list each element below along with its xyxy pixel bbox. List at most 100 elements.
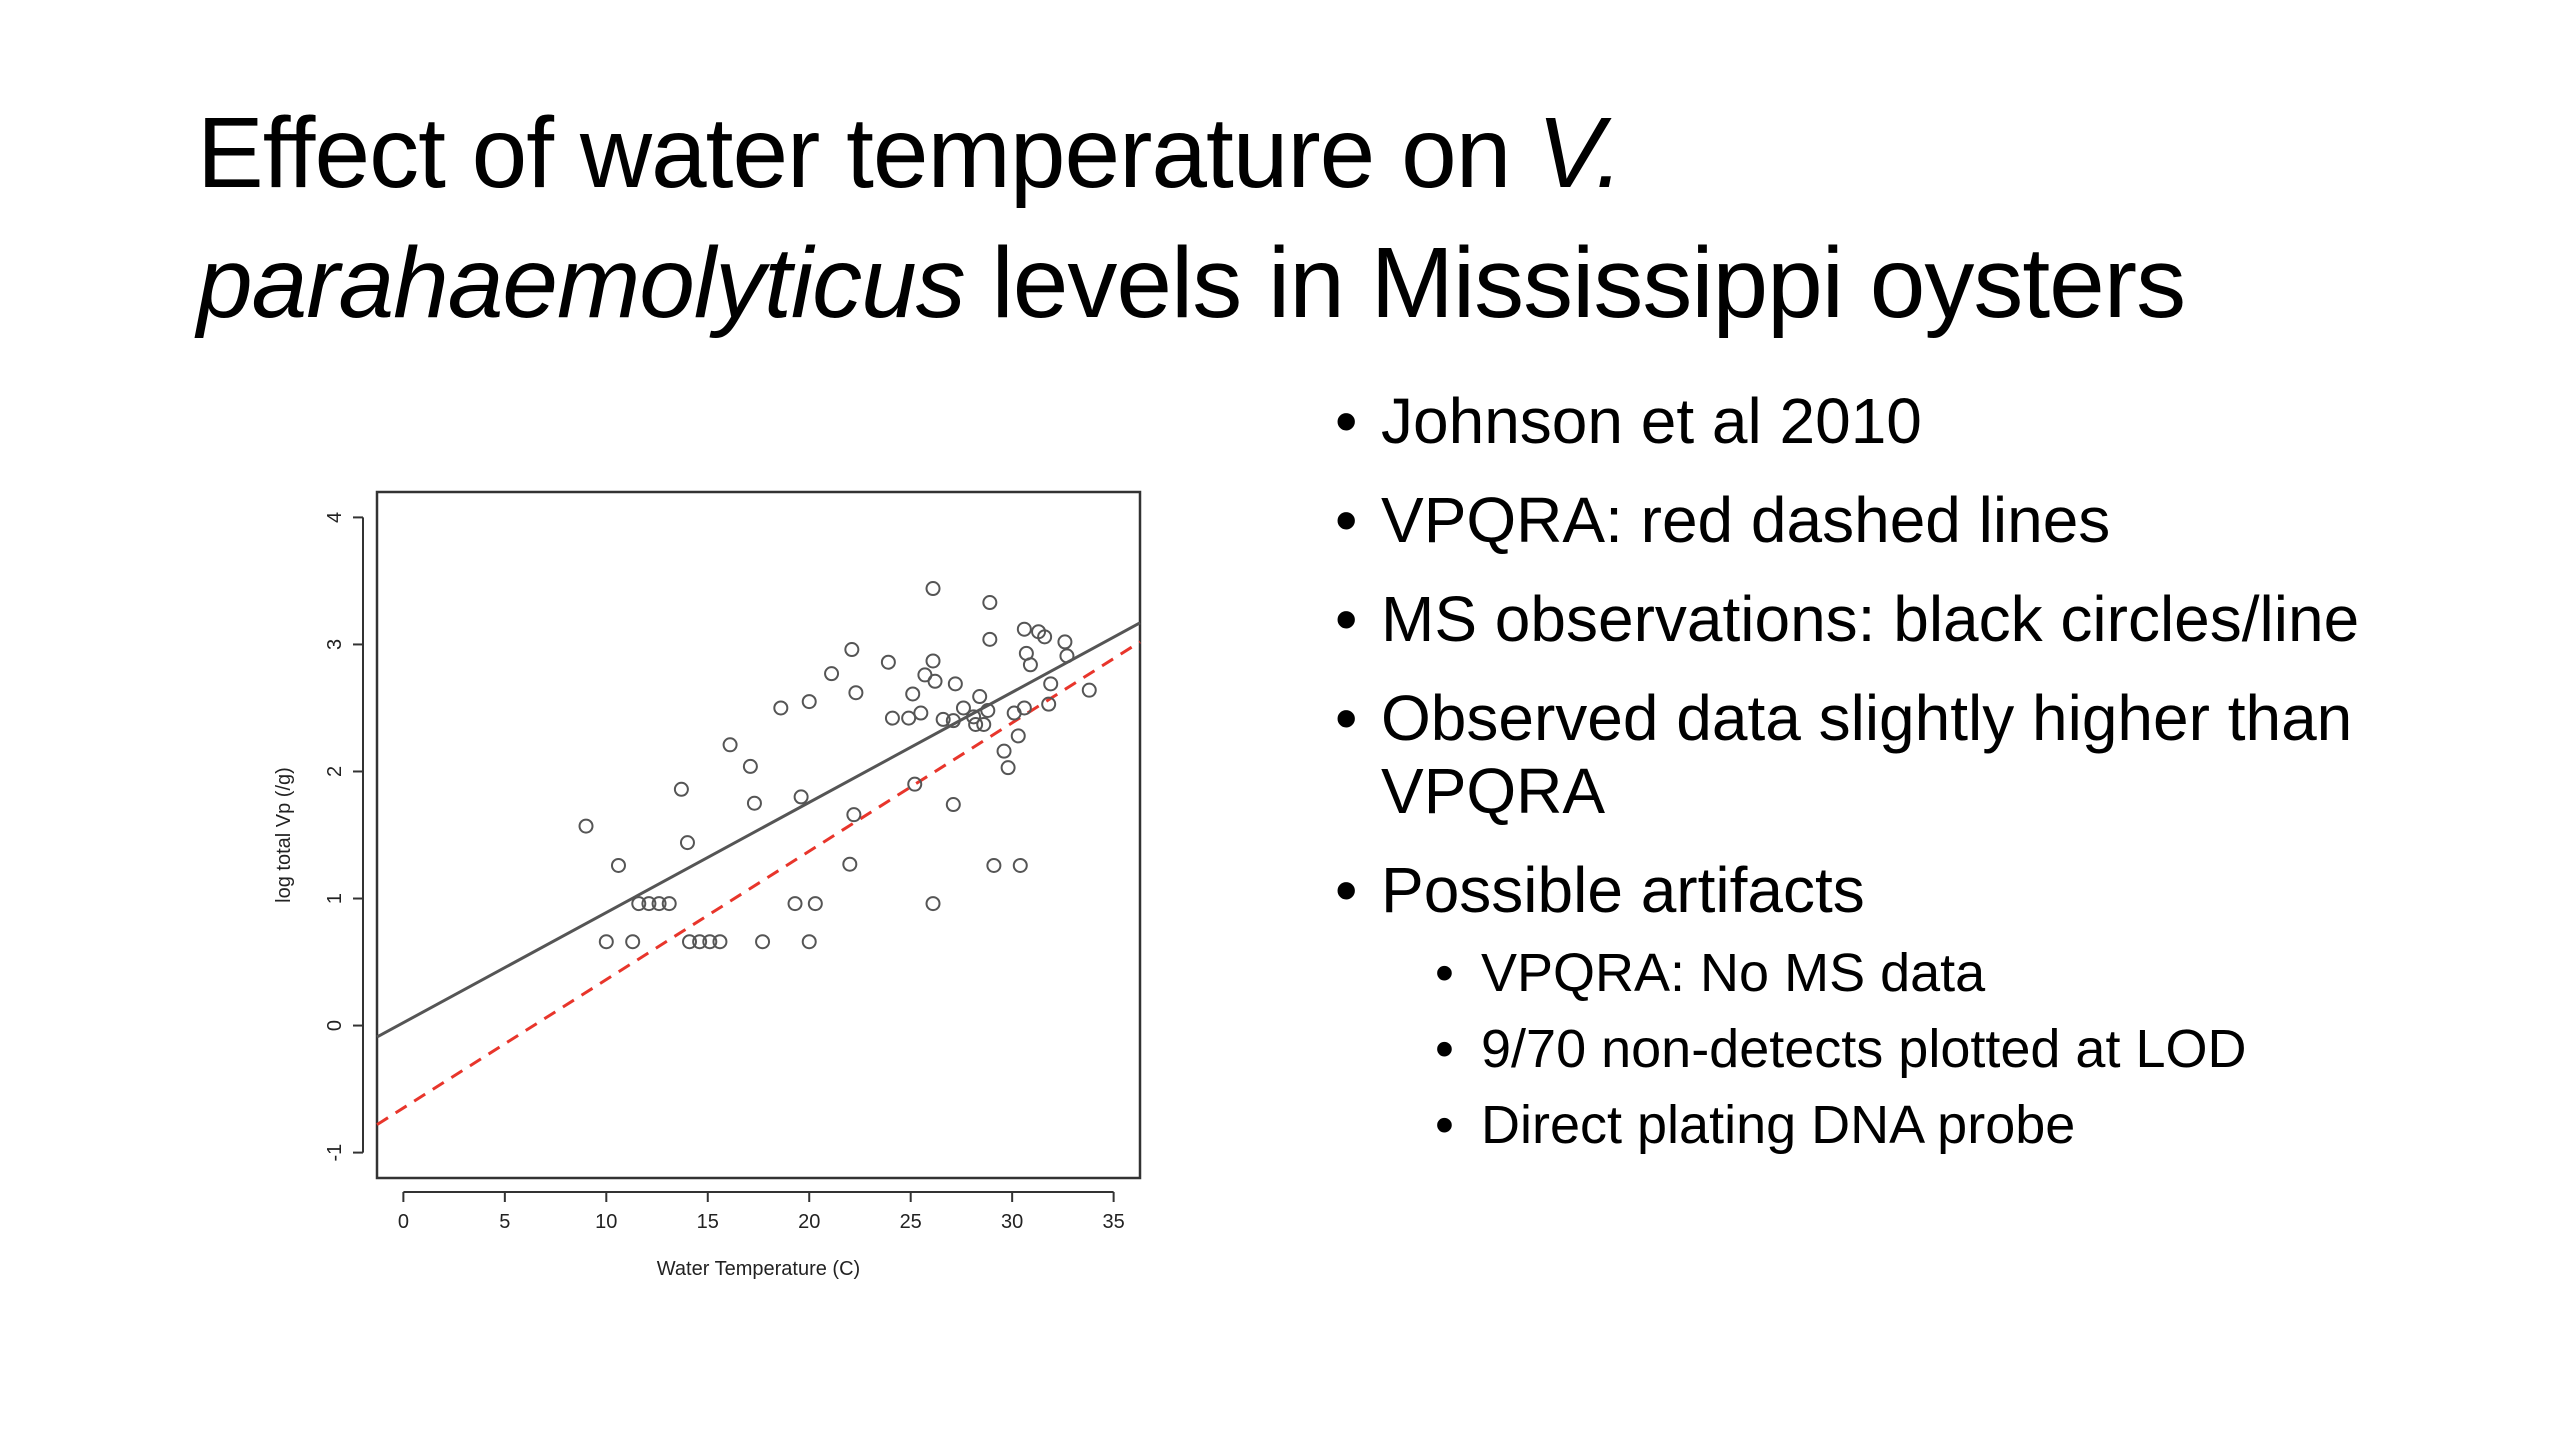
x-tick-label: 10 bbox=[595, 1211, 617, 1233]
data-point bbox=[1059, 648, 1075, 664]
data-point bbox=[844, 642, 860, 658]
data-point bbox=[980, 703, 996, 719]
data-point bbox=[925, 896, 941, 912]
x-axis: 0 5 10 15 20 25 30 35 bbox=[398, 1191, 1125, 1233]
data-point bbox=[578, 818, 594, 834]
data-point bbox=[1022, 657, 1038, 673]
vpqra-dashed-line bbox=[376, 640, 1141, 1126]
data-point bbox=[793, 789, 809, 805]
data-point bbox=[945, 713, 961, 729]
x-tick-label: 0 bbox=[398, 1211, 409, 1233]
data-point bbox=[1000, 760, 1016, 776]
title-italic-species: parahaemolyticus bbox=[197, 227, 966, 339]
bullet-item: Johnson et al 2010 bbox=[1335, 385, 2535, 458]
data-point bbox=[801, 694, 817, 710]
data-point bbox=[610, 857, 626, 873]
data-point bbox=[905, 686, 921, 702]
bullet-item: MS observations: black circles/line bbox=[1335, 583, 2535, 656]
plot-frame bbox=[375, 490, 1142, 1180]
data-point bbox=[682, 934, 698, 950]
data-point bbox=[673, 781, 689, 797]
data-point bbox=[925, 581, 941, 597]
title-text-2: levels in Mississippi oysters bbox=[964, 227, 2187, 339]
data-point bbox=[907, 776, 923, 792]
title-italic-genus: V. bbox=[1537, 97, 1623, 209]
data-point bbox=[773, 700, 789, 716]
data-point bbox=[925, 653, 941, 669]
data-point bbox=[955, 700, 971, 716]
data-point bbox=[986, 857, 1002, 873]
x-tick-label: 25 bbox=[900, 1211, 922, 1233]
data-point bbox=[880, 654, 896, 670]
data-point bbox=[982, 595, 998, 611]
x-tick-label: 5 bbox=[499, 1211, 510, 1233]
data-point bbox=[927, 673, 943, 689]
sub-bullet-item: Direct plating DNA probe bbox=[1435, 1087, 2535, 1163]
data-point bbox=[972, 689, 988, 705]
bullet-list: Johnson et al 2010 VPQRA: red dashed lin… bbox=[1335, 385, 2535, 1189]
bullet-item: VPQRA: red dashed lines bbox=[1335, 484, 2535, 557]
data-point bbox=[755, 934, 771, 950]
data-point bbox=[712, 934, 728, 950]
data-point bbox=[848, 685, 864, 701]
x-tick-label: 20 bbox=[798, 1211, 820, 1233]
y-tick-label: 0 bbox=[324, 1020, 346, 1031]
scatter-points bbox=[578, 581, 1097, 950]
title-line-2: parahaemolyticus levels in Mississippi o… bbox=[197, 227, 2187, 339]
data-point bbox=[913, 705, 929, 721]
x-tick-label: 35 bbox=[1102, 1211, 1124, 1233]
sub-bullet-item: 9/70 non-detects plotted at LOD bbox=[1435, 1011, 2535, 1087]
data-point bbox=[1016, 621, 1032, 637]
data-point bbox=[641, 896, 657, 912]
data-point bbox=[692, 934, 708, 950]
y-tick-label: 3 bbox=[324, 639, 346, 650]
data-point bbox=[1043, 676, 1059, 692]
data-point bbox=[976, 716, 992, 732]
data-point bbox=[722, 737, 738, 753]
data-point bbox=[702, 934, 718, 950]
bullet-item: Observed data slightly higher than VPQRA bbox=[1335, 682, 2535, 828]
data-point bbox=[661, 896, 677, 912]
plot-lines bbox=[376, 621, 1141, 1126]
data-point bbox=[824, 666, 840, 682]
data-point bbox=[901, 710, 917, 726]
chart-svg: 0 5 10 15 20 25 30 35 -1 0 1 2 3 4 Water Temperature… bbox=[273, 490, 1142, 1280]
sub-bullet-item: VPQRA: No MS data bbox=[1435, 935, 2535, 1011]
data-point bbox=[1037, 629, 1053, 645]
data-point bbox=[598, 934, 614, 950]
data-point bbox=[966, 709, 982, 725]
data-point bbox=[947, 676, 963, 692]
data-point bbox=[982, 631, 998, 647]
data-point bbox=[742, 758, 758, 774]
scatter-plot: 0 5 10 15 20 25 30 35 -1 0 1 2 3 4 Water Temperature… bbox=[250, 470, 1180, 1300]
title-line-1: Effect of water temperature on V. bbox=[197, 97, 1623, 209]
x-axis-label: Water Temperature (C) bbox=[657, 1258, 860, 1280]
data-point bbox=[787, 896, 803, 912]
sub-bullet-list: VPQRA: No MS data 9/70 non-detects plott… bbox=[1435, 935, 2535, 1163]
y-axis: -1 0 1 2 3 4 bbox=[324, 512, 364, 1162]
x-tick-label: 15 bbox=[697, 1211, 719, 1233]
y-tick-label: 2 bbox=[324, 766, 346, 777]
y-tick-label: -1 bbox=[324, 1144, 346, 1162]
x-tick-label: 30 bbox=[1001, 1211, 1023, 1233]
data-point bbox=[1041, 696, 1057, 712]
data-point bbox=[651, 896, 667, 912]
data-point bbox=[631, 896, 647, 912]
bullet-item: Possible artifacts bbox=[1381, 854, 1865, 926]
data-point bbox=[801, 934, 817, 950]
y-axis-label: log total Vp (/g) bbox=[273, 767, 295, 903]
data-point bbox=[1081, 682, 1097, 698]
data-point bbox=[1057, 634, 1073, 650]
data-point bbox=[884, 710, 900, 726]
data-point bbox=[1012, 857, 1028, 873]
data-point bbox=[679, 835, 695, 851]
observed-fit-line bbox=[376, 621, 1141, 1039]
data-point bbox=[842, 856, 858, 872]
data-point bbox=[945, 797, 961, 813]
y-tick-label: 1 bbox=[324, 893, 346, 904]
data-point bbox=[807, 896, 823, 912]
data-point bbox=[968, 716, 984, 732]
y-tick-label: 4 bbox=[324, 512, 346, 523]
data-point bbox=[746, 795, 762, 811]
title-text-1: Effect of water temperature on bbox=[197, 97, 1538, 209]
